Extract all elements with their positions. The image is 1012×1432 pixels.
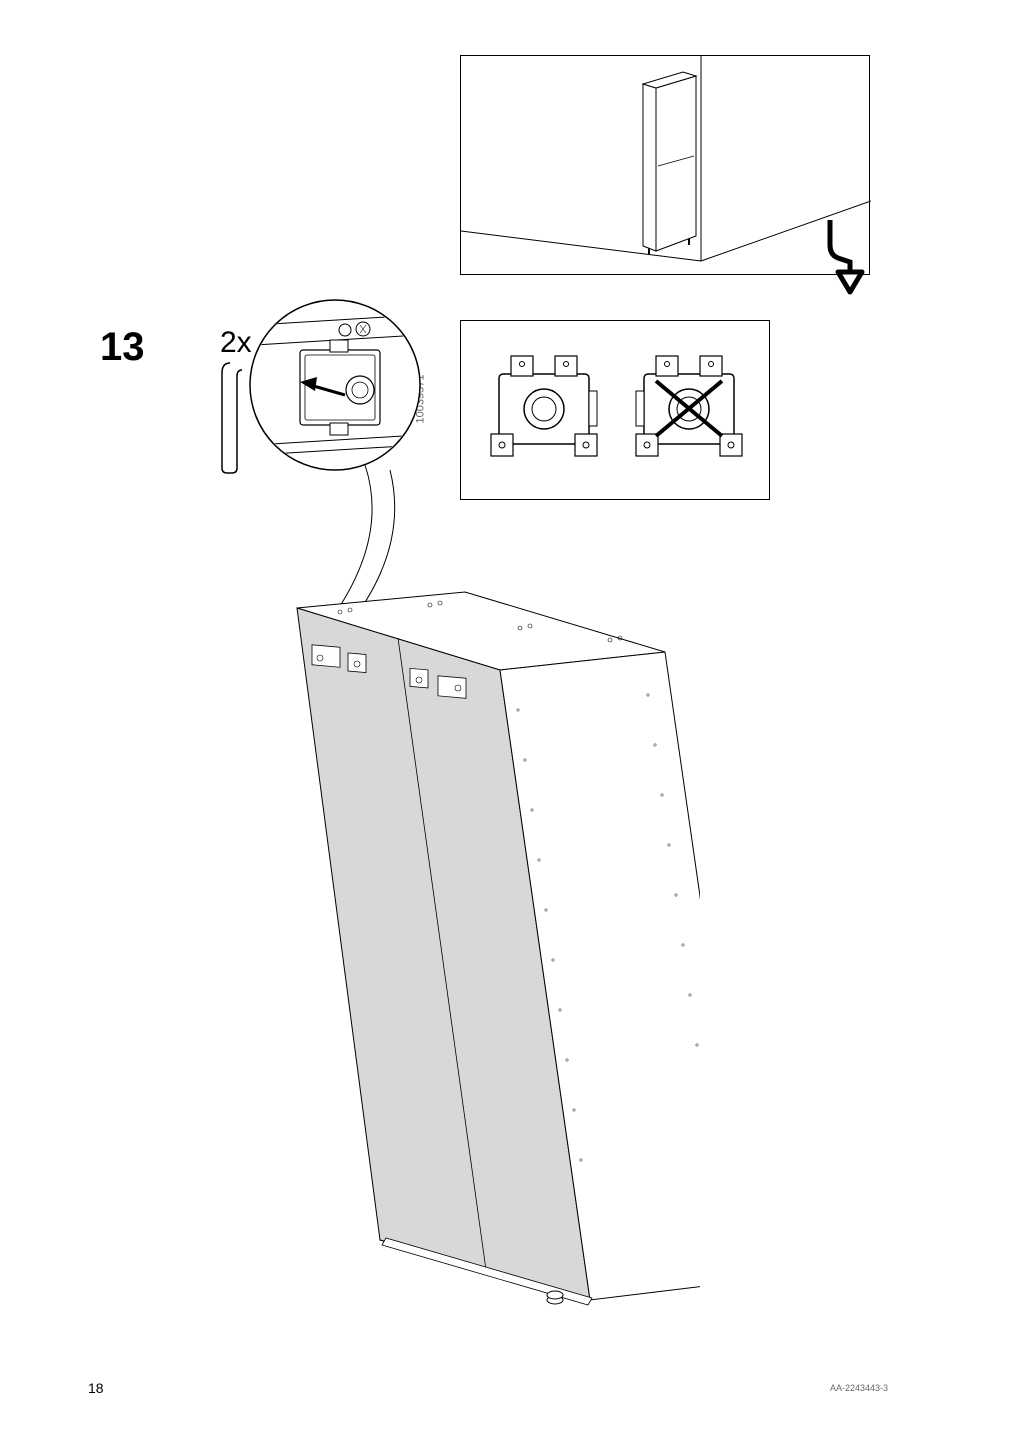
incorrect-bracket (636, 356, 742, 456)
correct-bracket (491, 356, 597, 456)
assembly-page: 13 2x 10039571 (0, 0, 1012, 1432)
orientation-svg (461, 321, 771, 501)
step-number: 13 (100, 325, 145, 370)
down-arrow-icon (810, 210, 890, 300)
main-cabinet (200, 580, 700, 1310)
page-number: 18 (88, 1380, 104, 1396)
detail-circle (245, 295, 425, 485)
document-id: AA-2243443-3 (830, 1383, 888, 1393)
tool-icon (212, 358, 252, 478)
context-diagram (460, 55, 870, 275)
orientation-diagram (460, 320, 770, 500)
